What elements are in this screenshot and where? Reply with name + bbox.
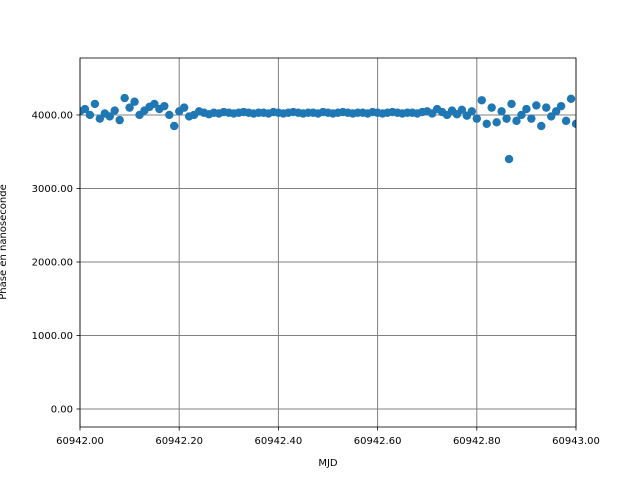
points — [80, 93, 576, 164]
point — [90, 99, 100, 109]
x-axis-label: MJD — [318, 458, 338, 469]
point — [85, 110, 95, 120]
point — [482, 119, 491, 128]
point — [542, 103, 551, 112]
point — [512, 116, 521, 126]
x-tick-label: 60942.40 — [255, 436, 303, 447]
point — [504, 154, 514, 164]
point — [537, 121, 546, 131]
point — [571, 119, 576, 128]
point — [477, 96, 486, 105]
point — [125, 103, 134, 112]
point — [110, 106, 119, 115]
x-tick-label: 60942.20 — [155, 436, 203, 447]
point — [527, 114, 536, 123]
point — [522, 104, 531, 114]
point — [80, 104, 90, 114]
point — [170, 121, 179, 131]
point — [457, 105, 467, 115]
point — [105, 112, 114, 121]
point — [507, 99, 516, 109]
point — [115, 115, 124, 125]
point — [487, 103, 496, 112]
point — [502, 114, 511, 123]
point — [532, 101, 541, 110]
x-tick-label: 60942.80 — [453, 436, 501, 447]
y-tick-label: 0.00 — [51, 404, 73, 415]
y-tick-label: 3000.00 — [32, 184, 73, 195]
point — [160, 101, 169, 111]
point — [561, 116, 571, 126]
point — [130, 97, 139, 106]
point — [517, 110, 526, 120]
point — [566, 94, 576, 103]
point — [492, 118, 501, 127]
point — [165, 110, 174, 120]
y-tick-label: 1000.00 — [32, 331, 73, 342]
y-tick-label: 2000.00 — [32, 257, 73, 268]
plot-frame — [79, 57, 577, 428]
point — [497, 107, 506, 116]
x-tick-label: 60943.00 — [552, 436, 600, 447]
point — [120, 93, 129, 103]
y-tick-label: 4000.00 — [32, 110, 73, 121]
y-axis-label: Phase en nanoseconde — [0, 184, 9, 299]
point — [179, 103, 189, 112]
x-tick-label: 60942.60 — [354, 436, 402, 447]
point — [467, 107, 477, 116]
point — [472, 114, 481, 123]
point — [556, 101, 566, 111]
x-tick-label: 60942.00 — [56, 436, 104, 447]
